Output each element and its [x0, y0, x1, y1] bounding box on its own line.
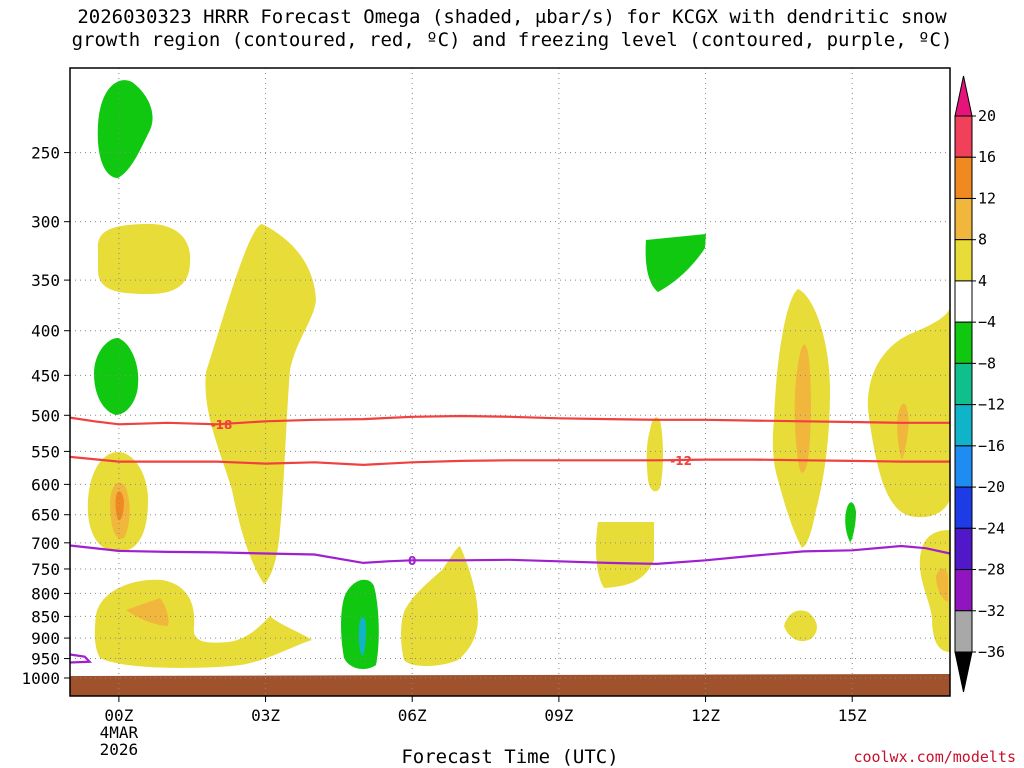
y-tick-label: 300 [31, 213, 60, 232]
y-tick-label: 800 [31, 584, 60, 603]
x-tick-label: 03Z [251, 706, 280, 725]
colorbar-swatch [954, 362, 973, 406]
colorbar-swatch [954, 445, 973, 488]
contour-labels: -18 -12 0 [211, 418, 692, 568]
x-tick-label: 12Z [691, 706, 720, 725]
colorbar-tick-label: 4 [978, 272, 987, 290]
colorbar-tick-label: −12 [978, 396, 1005, 414]
y-tick-label: 250 [31, 144, 60, 163]
colorbar-swatch [954, 610, 973, 653]
omega-region-yellow [401, 546, 478, 666]
x-tick-sublabel: 2026 [100, 740, 139, 759]
omega-region-yellow [867, 306, 950, 518]
omega-region-yellow [919, 530, 950, 652]
colorbar-tick-label: −16 [978, 437, 1005, 455]
grid-lines [70, 68, 950, 696]
colorbar-swatch [954, 280, 973, 323]
dendritic-growth-contour [69, 455, 950, 467]
chart-title-line-2: growth region (contoured, red, ºC) and f… [71, 29, 953, 51]
contour-label: 0 [408, 554, 416, 568]
colorbar-swatch [954, 239, 973, 282]
y-tick-label: 400 [31, 322, 60, 341]
x-tick-label: 09Z [544, 706, 573, 725]
y-tick-label: 350 [31, 271, 60, 290]
contour-label: -12 [670, 454, 692, 468]
y-tick-label: 500 [31, 406, 60, 425]
freezing-level-contour [69, 653, 93, 664]
omega-region-orange [126, 598, 169, 626]
y-tick-label: 850 [31, 607, 60, 626]
omega-region-orange [897, 403, 909, 460]
omega-region-yellow [784, 610, 817, 642]
y-tick-label: 550 [31, 442, 60, 461]
credit-link[interactable]: coolwx.com/modelts [853, 748, 1016, 766]
omega-region-green [97, 80, 153, 178]
colorbar-swatch [954, 321, 973, 364]
colorbar-swatch [954, 115, 973, 158]
colorbar-tick-label: −24 [978, 519, 1005, 537]
y-tick-label: 1000 [21, 669, 60, 688]
y-tick-label: 650 [31, 506, 60, 525]
dendritic-growth-contour [69, 414, 950, 426]
x-axis-label: Forecast Time (UTC) [401, 746, 619, 768]
colorbar-tick-label: −32 [978, 602, 1005, 620]
colorbar-swatch [954, 197, 973, 241]
contour-lines [69, 414, 951, 664]
colorbar-tick-label: −36 [978, 643, 1005, 661]
colorbar-swatch [954, 404, 973, 447]
omega-region-yellow [646, 417, 663, 492]
x-tick-label: 15Z [838, 706, 867, 725]
contour-label: -18 [211, 418, 233, 432]
colorbar-tick-label: −4 [978, 313, 996, 331]
terrain [70, 674, 950, 696]
omega-region-yellow [596, 522, 654, 588]
colorbar-tick-label: −20 [978, 478, 1005, 496]
y-axis-ticks: 250 300 350 400 450 500 550 600 650 700 750 800 850 9… [21, 144, 70, 688]
colorbar-tick-label: 8 [978, 231, 987, 249]
colorbar-tick-label: 20 [978, 107, 996, 125]
chart-title-line-1: 2026030323 HRRR Forecast Omega (shaded, … [77, 6, 947, 28]
colorbar-tick-label: −28 [978, 561, 1005, 579]
omega-region-green [645, 234, 706, 292]
y-tick-label: 700 [31, 534, 60, 553]
omega-region-green [94, 338, 139, 415]
x-tick-label: 00Z [104, 706, 133, 725]
plot-frame [69, 67, 951, 697]
colorbar: 20 16 12 8 4 −4 −8 −12 −16 −20 −24 −28 −32 −36 [954, 75, 1005, 693]
colorbar-tick-label: 12 [978, 189, 996, 207]
freezing-level-contour [69, 544, 951, 566]
chart-title: 2026030323 HRRR Forecast Omega (shaded, … [0, 6, 1024, 52]
colorbar-swatch [954, 486, 973, 529]
colorbar-bottom-arrow [954, 651, 973, 693]
omega-region-orange [115, 491, 124, 521]
y-tick-label: 450 [31, 366, 60, 385]
x-tick-label: 06Z [398, 706, 427, 725]
omega-shading [70, 80, 950, 696]
colorbar-swatch [954, 156, 973, 199]
colorbar-swatch [954, 527, 973, 571]
omega-region-green [845, 502, 856, 542]
omega-region-cyan [358, 617, 366, 656]
colorbar-tick-label: 16 [978, 148, 996, 166]
omega-region-orange [794, 344, 811, 473]
x-tick-sublabel: 4MAR [100, 723, 139, 742]
y-tick-label: 750 [31, 560, 60, 579]
omega-region-yellow [205, 224, 316, 584]
omega-region-yellow [97, 224, 191, 294]
y-tick-label: 950 [31, 650, 60, 669]
colorbar-swatch [954, 569, 973, 612]
y-tick-label: 600 [31, 475, 60, 494]
colorbar-top-arrow [954, 75, 973, 117]
y-tick-label: 900 [31, 629, 60, 648]
colorbar-tick-label: −8 [978, 354, 996, 372]
omega-region-yellow [94, 579, 312, 668]
